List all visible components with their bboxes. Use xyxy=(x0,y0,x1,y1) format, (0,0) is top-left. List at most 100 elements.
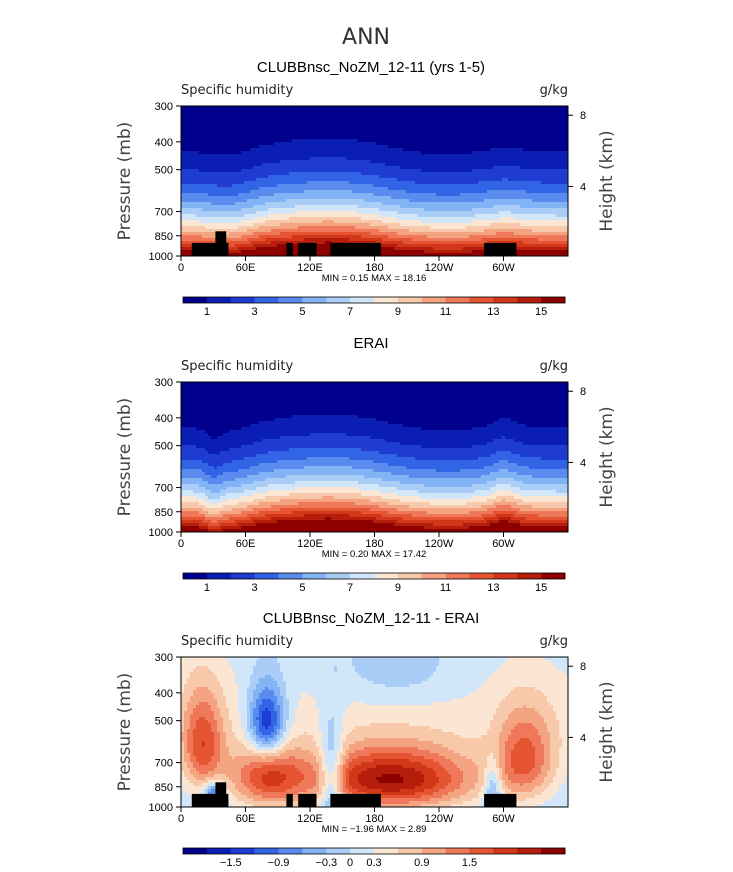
colorbar-label: 0.3 xyxy=(366,857,381,869)
colorbar-label: 9 xyxy=(395,306,401,318)
topography xyxy=(191,782,517,807)
colorbar-swatch xyxy=(397,848,423,854)
colorbar-swatch xyxy=(469,573,494,579)
colorbar-label: 0.9 xyxy=(414,857,429,869)
colorbar-label: 5 xyxy=(299,306,305,318)
colorbar-swatch xyxy=(374,848,399,854)
colorbar-label: 15 xyxy=(535,582,547,594)
contour-field xyxy=(181,657,569,808)
x-tick-label: 120W xyxy=(425,813,454,825)
colorbar-label: 1 xyxy=(204,582,210,594)
contour-field xyxy=(181,382,569,533)
colorbar-swatch xyxy=(254,297,279,303)
colorbar-swatch xyxy=(350,297,375,303)
colorbar-label: −0.9 xyxy=(268,857,290,869)
variable-label: Specific humidity xyxy=(181,83,293,98)
colorbar-label: 13 xyxy=(487,306,499,318)
variable-label: Specific humidity xyxy=(181,634,293,649)
y2-axis-label: Height (km) xyxy=(597,406,617,507)
colorbar: 1 3 5 7 9 11 13 15 xyxy=(182,572,566,594)
panels: CLUBBnsc_NoZM_12-11 (yrs 1-5) Specific hu… xyxy=(115,59,617,869)
colorbar-label: 7 xyxy=(347,582,353,594)
colorbar-frame xyxy=(182,572,566,580)
y2-axis-label: Height (km) xyxy=(597,681,617,782)
y-tick-label: 850 xyxy=(155,507,173,519)
y-tick-label: 1000 xyxy=(149,802,173,814)
colorbar-label: 11 xyxy=(440,582,451,594)
x-tick-label: 180 xyxy=(365,538,383,550)
topography-block xyxy=(215,782,227,807)
y2-axis-label: Height (km) xyxy=(597,130,617,231)
colorbar-swatch xyxy=(206,573,232,579)
colorbar-swatch xyxy=(206,848,232,854)
colorbar: 1 3 5 7 9 11 13 15 xyxy=(182,296,566,318)
figure-title: ANN xyxy=(342,25,390,50)
x-tick-label: 180 xyxy=(365,813,383,825)
colorbar-swatch xyxy=(230,297,255,303)
colorbar-swatch xyxy=(183,573,208,579)
colorbar-label: 1 xyxy=(204,306,210,318)
colorbar-swatch xyxy=(183,297,208,303)
colorbar-swatch xyxy=(445,573,470,579)
colorbar-swatch xyxy=(421,848,446,854)
y-axis-label: Pressure (mb) xyxy=(115,398,135,517)
colorbar-swatch xyxy=(421,573,446,579)
colorbar-swatch xyxy=(302,573,327,579)
y-tick-label: 400 xyxy=(155,413,173,425)
colorbar-swatch xyxy=(397,297,423,303)
colorbar-swatch xyxy=(374,297,399,303)
variable-label: Specific humidity xyxy=(181,359,293,374)
y-tick-label: 850 xyxy=(155,782,173,794)
topography-block xyxy=(286,793,293,807)
colorbar-swatch xyxy=(517,573,542,579)
topography-block xyxy=(484,242,517,256)
colorbar-label: 3 xyxy=(252,582,258,594)
y-axis-label: Pressure (mb) xyxy=(115,673,135,792)
colorbar-label: 0 xyxy=(347,857,353,869)
colorbar-swatch xyxy=(541,848,566,854)
x-tick-label: 120W xyxy=(425,262,454,274)
x-tick-label: 0 xyxy=(178,262,184,274)
colorbar-label: −0.3 xyxy=(315,857,337,869)
colorbar-swatch xyxy=(278,848,303,854)
colorbar-swatch xyxy=(517,848,542,854)
colorbar-swatch xyxy=(517,297,542,303)
colorbar-swatch xyxy=(254,573,279,579)
y-tick-label: 1000 xyxy=(149,251,173,263)
y-tick-label: 500 xyxy=(155,716,173,728)
colorbar-swatch xyxy=(350,848,375,854)
colorbar-label: 1.5 xyxy=(462,857,477,869)
x-tick-label: 60W xyxy=(492,538,515,550)
colorbar-swatch xyxy=(254,848,279,854)
colorbar-swatch xyxy=(469,848,494,854)
y2-tick-label: 4 xyxy=(580,181,586,193)
x-tick-label: 60E xyxy=(236,538,256,550)
topography-block xyxy=(330,242,381,256)
y-tick-label: 400 xyxy=(155,688,173,700)
y2-tick-label: 8 xyxy=(580,386,586,398)
x-tick-label: 60W xyxy=(492,262,515,274)
x-tick-label: 120E xyxy=(297,262,323,274)
colorbar-swatch xyxy=(493,573,518,579)
y-tick-label: 300 xyxy=(155,377,173,389)
min-max-stats: MIN = 0.15 MAX = 18.16 xyxy=(322,273,427,284)
colorbar-swatch xyxy=(350,573,375,579)
colorbar-swatch xyxy=(493,848,518,854)
colorbar-swatch xyxy=(302,848,327,854)
colorbar-frame xyxy=(182,847,566,855)
y-tick-label: 1000 xyxy=(149,527,173,539)
y-tick-label: 300 xyxy=(155,101,173,113)
y-tick-label: 500 xyxy=(155,441,173,453)
x-tick-label: 0 xyxy=(178,813,184,825)
colorbar-swatch xyxy=(278,297,303,303)
colorbar-swatch xyxy=(302,297,327,303)
colorbar-swatch xyxy=(541,297,566,303)
colorbar-swatch xyxy=(445,848,470,854)
colorbar-swatch xyxy=(183,848,208,854)
y2-tick-label: 8 xyxy=(580,661,586,673)
panel-1: CLUBBnsc_NoZM_12-11 (yrs 1-5) Specific hu… xyxy=(115,59,617,318)
y-tick-label: 700 xyxy=(155,758,173,770)
colorbar-swatch xyxy=(421,297,446,303)
